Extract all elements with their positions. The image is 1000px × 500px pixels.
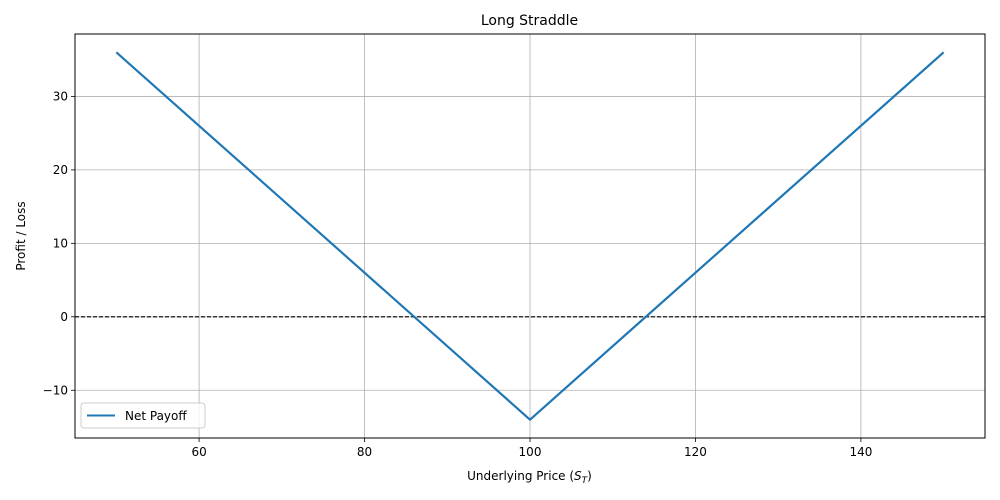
y-tick-label: 30: [53, 89, 68, 103]
x-axis-label: Underlying Price (ST): [467, 469, 592, 486]
x-axis-label-suffix: ): [587, 469, 592, 483]
legend-box: [80, 402, 206, 429]
y-axis-label: Profit / Loss: [14, 201, 28, 270]
axis-ticks: 60 80 100 120 140 −10 0 10 20 30: [43, 89, 873, 459]
series-layer: [115, 51, 945, 421]
x-tick-label: 80: [357, 445, 372, 459]
x-tick-label: 100: [519, 445, 542, 459]
x-axis-label-prefix: Underlying Price (: [467, 469, 574, 483]
legend: Net Payoff: [80, 402, 206, 429]
legend-label-net-payoff: Net Payoff: [125, 409, 187, 423]
x-axis-label-variable: S: [574, 469, 582, 483]
y-tick-label: −10: [43, 383, 68, 397]
y-tick-label: 10: [53, 236, 68, 250]
series-line-net-payoff: [115, 51, 945, 421]
x-tick-label: 60: [191, 445, 206, 459]
x-tick-label: 140: [849, 445, 872, 459]
x-tick-label: 120: [684, 445, 707, 459]
y-tick-label: 20: [53, 163, 68, 177]
x-axis-label-subscript: T: [582, 476, 589, 486]
chart-title: Long Straddle: [481, 13, 578, 29]
y-tick-label: 0: [60, 310, 68, 324]
